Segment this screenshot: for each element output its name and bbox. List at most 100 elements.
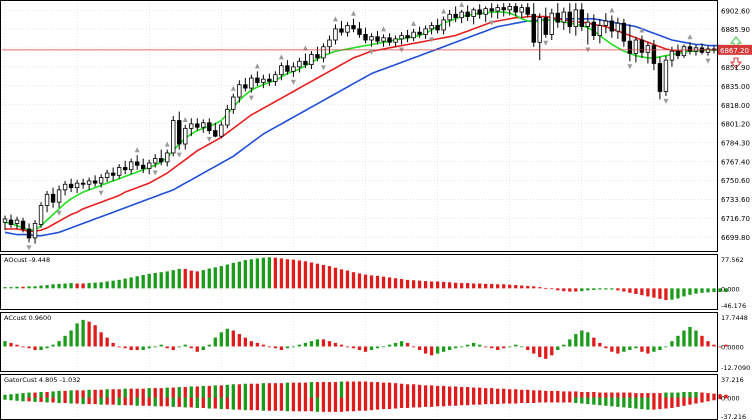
candle	[297, 57, 302, 73]
candle-body	[80, 182, 86, 185]
candle-body	[8, 219, 14, 225]
candle-body	[561, 11, 566, 23]
gator-lower-bar	[135, 397, 139, 406]
candle	[110, 167, 116, 181]
accust-bar	[39, 346, 43, 351]
gatorcust-panel[interactable]: GatorCust 4.805 -1.032	[3, 376, 728, 412]
accust-bar	[21, 346, 25, 348]
candle-body	[411, 31, 416, 39]
candle	[579, 3, 585, 32]
candle	[165, 149, 170, 167]
accust-bar	[484, 346, 488, 348]
gator-lower-bar	[189, 397, 193, 408]
candle	[116, 164, 122, 179]
gator-upper-bar	[520, 389, 524, 398]
aocust-bar	[478, 283, 482, 289]
gator-upper-bar	[628, 392, 632, 398]
accust-bar	[670, 341, 674, 347]
candle-body	[44, 193, 50, 206]
candle-body	[62, 183, 68, 191]
candle	[363, 27, 368, 44]
candle	[561, 7, 566, 30]
candle-body	[26, 228, 32, 239]
gator-upper-bar	[550, 390, 554, 398]
accust-bar	[129, 346, 133, 351]
aocust-panel[interactable]: AOcust -9.448	[3, 256, 728, 301]
candle-body	[122, 167, 128, 171]
aocust-bar	[357, 273, 362, 289]
gator-upper-bar	[9, 394, 13, 398]
fractal-down-marker	[543, 40, 549, 46]
candle-body	[519, 7, 524, 13]
accust-bar	[309, 341, 314, 347]
candle-body	[74, 182, 80, 189]
gator-lower-bar	[57, 397, 61, 404]
candle	[213, 122, 218, 138]
candle	[134, 155, 140, 170]
accust-bar	[171, 346, 175, 351]
gator-lower-bar	[51, 397, 55, 403]
candle-body	[549, 12, 554, 35]
aocust-bar	[315, 263, 320, 289]
candle-body	[387, 37, 392, 43]
accust-bar	[399, 341, 404, 347]
fractal-down-marker	[98, 190, 104, 196]
gator-lower-bar	[357, 397, 362, 411]
gator-upper-bar	[315, 382, 320, 398]
gator-lower-bar	[682, 397, 686, 406]
gator-upper-bar	[375, 382, 380, 398]
candle	[303, 53, 308, 68]
gator-lower-bar	[9, 397, 13, 401]
gator-upper-bar	[556, 390, 560, 398]
gator-lower-bar	[664, 397, 668, 409]
fractal-down-marker	[206, 136, 212, 142]
aocust-bar	[694, 288, 698, 294]
candle-body	[68, 183, 74, 189]
gator-upper-bar	[171, 387, 175, 398]
gator-upper-bar	[532, 390, 536, 398]
candle	[237, 80, 242, 103]
candle	[603, 13, 609, 34]
aocust-tick-label: -46.176	[721, 302, 746, 310]
aocust-bar	[213, 267, 217, 289]
accust-bar	[231, 330, 235, 347]
fractal-down-marker	[248, 95, 254, 101]
candle-body	[171, 120, 176, 154]
candle-body	[441, 19, 446, 31]
aocust-bar	[69, 283, 73, 289]
gator-lower-bar	[568, 397, 572, 403]
candle-body	[585, 21, 591, 28]
aocust-bar	[465, 283, 470, 289]
gator-lower-bar	[712, 397, 716, 401]
candle-body	[116, 167, 122, 176]
candle-body	[243, 84, 248, 89]
gator-lower-bar	[201, 397, 205, 408]
gator-upper-bar	[93, 389, 97, 398]
aocust-bar	[57, 283, 61, 289]
gator-lower-bar	[429, 397, 434, 407]
gator-upper-bar	[429, 385, 434, 398]
aocust-bar	[249, 259, 254, 289]
aocust-bar	[279, 258, 284, 289]
candle	[477, 4, 482, 19]
aocust-bar	[273, 257, 278, 289]
accust-panel[interactable]: ACcust 0.9600	[3, 314, 728, 359]
candle-body	[309, 54, 314, 66]
candle-body	[513, 6, 518, 13]
accust-bar	[676, 335, 680, 347]
gator-lower-bar	[81, 397, 85, 405]
gator-upper-bar	[634, 393, 638, 398]
panel-border	[0, 312, 718, 372]
gator-lower-bar	[472, 397, 476, 405]
candle-body	[14, 219, 20, 224]
candle	[219, 121, 224, 139]
grid-lines	[2, 0, 717, 420]
gator-lower-bar	[195, 397, 199, 408]
aocust-bar	[411, 280, 416, 289]
candle	[615, 17, 621, 39]
price-panel[interactable]	[2, 0, 752, 251]
gator-lower-bar	[219, 397, 223, 410]
candle	[417, 26, 422, 38]
aocust-bar	[165, 271, 169, 289]
